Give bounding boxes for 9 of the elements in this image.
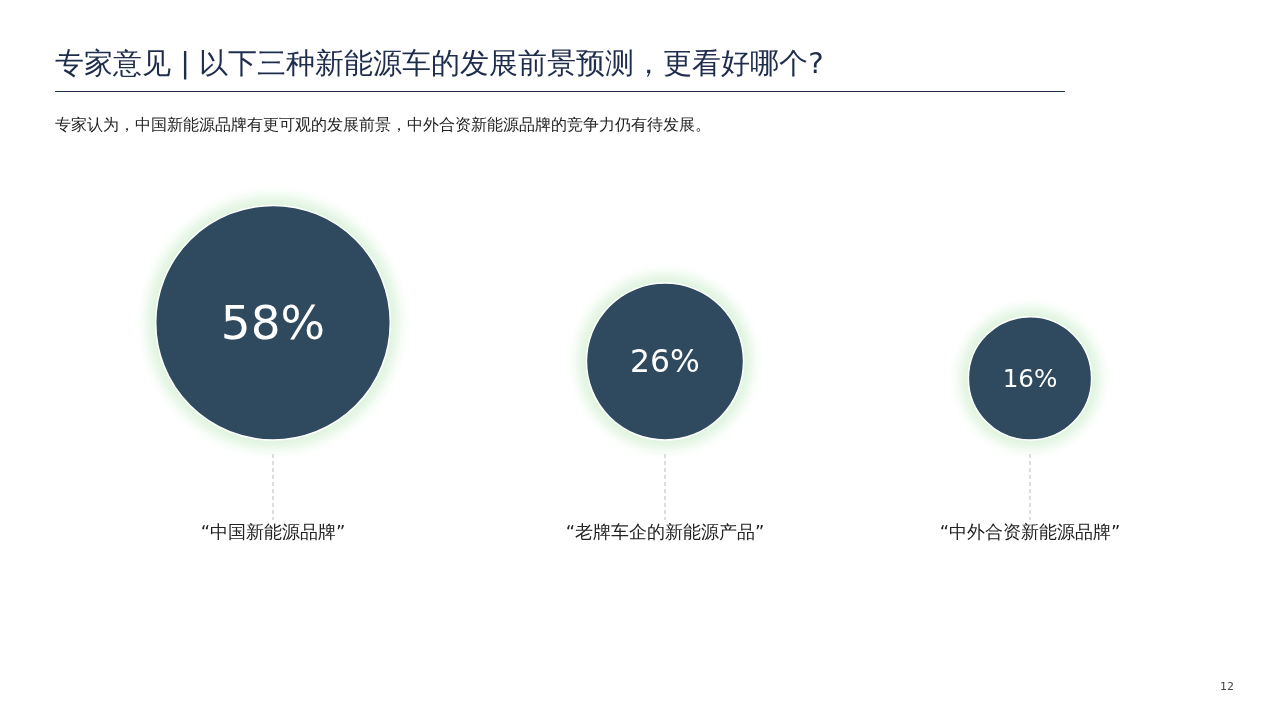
text: 12 bbox=[1220, 680, 1234, 693]
category-label: “中外合资新能源品牌” bbox=[939, 521, 1121, 542]
data-label: 16% bbox=[1002, 363, 1058, 393]
category-label: “老牌车企的新能源产品” bbox=[565, 521, 765, 542]
text: 专家认为，中国新能源品牌有更可观的发展前景，中外合资新能源品牌的竞争力仍有待发展。 bbox=[55, 115, 711, 136]
data-label: 58% bbox=[220, 295, 326, 351]
text: 专家意见 | 以下三种新能源车的发展前景预测，更看好哪个? bbox=[55, 45, 824, 82]
data-label: 26% bbox=[630, 343, 700, 380]
category-label: “中国新能源品牌” bbox=[200, 521, 346, 542]
